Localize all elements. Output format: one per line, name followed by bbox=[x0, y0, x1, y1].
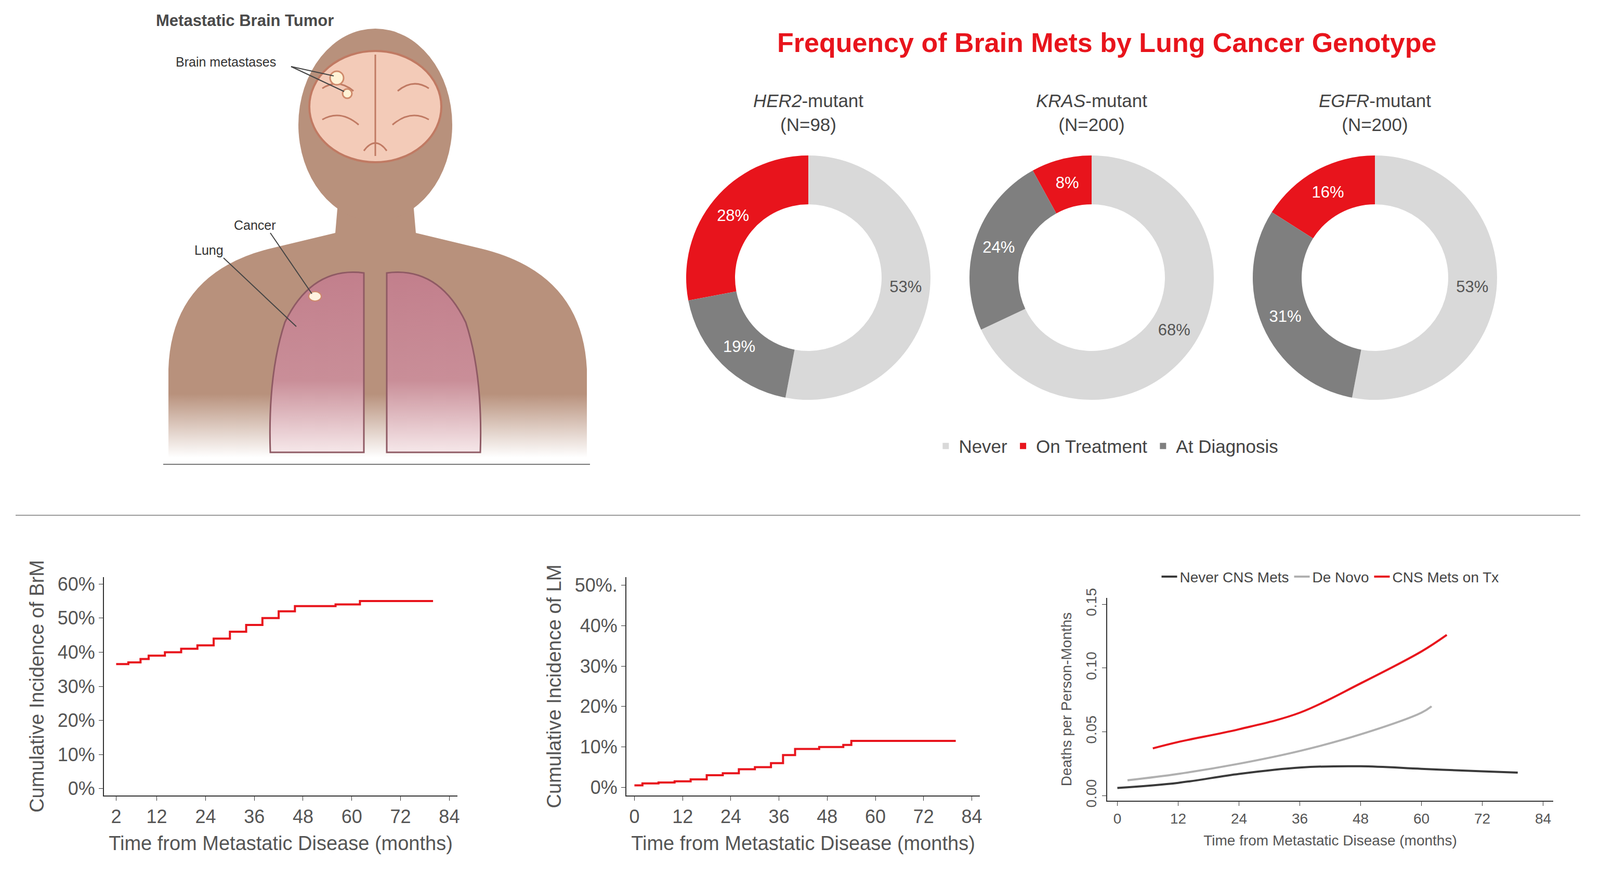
svg-text:48: 48 bbox=[292, 805, 314, 828]
svg-text:20%: 20% bbox=[57, 709, 96, 731]
svg-text:30%: 30% bbox=[57, 675, 96, 698]
svg-text:40%: 40% bbox=[57, 641, 96, 663]
svg-text:48: 48 bbox=[1352, 810, 1369, 827]
svg-text:50%: 50% bbox=[57, 607, 96, 629]
svg-text:72: 72 bbox=[1474, 810, 1491, 827]
svg-text:36: 36 bbox=[768, 805, 790, 828]
svg-text:84: 84 bbox=[1535, 810, 1552, 827]
svg-text:53%: 53% bbox=[889, 277, 922, 296]
svg-text:Time from Metastatic Disease (: Time from Metastatic Disease (months) bbox=[631, 832, 976, 855]
svg-text:12: 12 bbox=[146, 805, 168, 828]
svg-text:Time from Metastatic Disease (: Time from Metastatic Disease (months) bbox=[108, 832, 453, 855]
svg-text:8%: 8% bbox=[1055, 173, 1080, 192]
svg-text:60%: 60% bbox=[57, 573, 96, 595]
svg-text:Time from Metastatic Disease (: Time from Metastatic Disease (months) bbox=[1203, 832, 1458, 849]
svg-text:Metastatic Brain Tumor: Metastatic Brain Tumor bbox=[155, 11, 334, 30]
svg-text:Never CNS Mets: Never CNS Mets bbox=[1179, 569, 1290, 586]
svg-text:16%: 16% bbox=[1311, 182, 1344, 202]
svg-text:31%: 31% bbox=[1268, 307, 1302, 326]
svg-text:KRAS-mutant(N=200): KRAS-mutant(N=200) bbox=[1035, 90, 1148, 135]
svg-text:0: 0 bbox=[628, 805, 640, 828]
svg-text:0.00: 0.00 bbox=[1083, 779, 1100, 808]
svg-text:72: 72 bbox=[913, 805, 935, 828]
svg-text:72: 72 bbox=[390, 805, 412, 828]
svg-text:84: 84 bbox=[438, 805, 460, 828]
svg-text:0: 0 bbox=[1113, 810, 1122, 827]
svg-text:Cumulative Incidence of LM: Cumulative Incidence of LM bbox=[543, 564, 566, 809]
svg-text:10%: 10% bbox=[580, 736, 618, 758]
svg-text:Frequency of Brain Mets by Lun: Frequency of Brain Mets by Lung Cancer G… bbox=[777, 27, 1437, 58]
svg-text:10%: 10% bbox=[57, 743, 96, 766]
svg-text:50%.: 50%. bbox=[574, 574, 618, 596]
svg-text:60: 60 bbox=[1413, 810, 1430, 827]
svg-text:0%: 0% bbox=[68, 777, 96, 799]
svg-text:24: 24 bbox=[720, 805, 742, 828]
svg-text:36: 36 bbox=[243, 805, 265, 828]
svg-text:60: 60 bbox=[864, 805, 886, 828]
svg-text:20%: 20% bbox=[580, 695, 618, 717]
svg-text:Lung: Lung bbox=[194, 242, 224, 258]
svg-text:De Novo: De Novo bbox=[1312, 569, 1370, 586]
svg-text:12: 12 bbox=[672, 805, 693, 828]
svg-text:On Treatment: On Treatment bbox=[1035, 436, 1148, 457]
svg-text:19%: 19% bbox=[723, 337, 756, 356]
svg-text:36: 36 bbox=[1291, 810, 1308, 827]
svg-text:EGFR-mutant(N=200): EGFR-mutant(N=200) bbox=[1318, 90, 1432, 135]
svg-text:24%: 24% bbox=[982, 238, 1015, 257]
svg-text:53%: 53% bbox=[1456, 277, 1489, 296]
svg-text:HER2-mutant(N=98): HER2-mutant(N=98) bbox=[753, 90, 864, 135]
svg-text:0.15: 0.15 bbox=[1083, 587, 1100, 617]
svg-text:48: 48 bbox=[816, 805, 838, 828]
svg-text:68%: 68% bbox=[1158, 320, 1191, 339]
svg-text:28%: 28% bbox=[716, 206, 750, 225]
svg-text:Brain metastases: Brain metastases bbox=[175, 54, 277, 70]
svg-text:24: 24 bbox=[194, 805, 216, 828]
svg-text:2: 2 bbox=[110, 805, 122, 828]
svg-text:0%: 0% bbox=[590, 776, 618, 798]
svg-text:Deaths per Person-Months: Deaths per Person-Months bbox=[1058, 612, 1075, 787]
svg-text:12: 12 bbox=[1170, 810, 1187, 827]
svg-text:Never: Never bbox=[958, 436, 1008, 457]
svg-text:At Diagnosis: At Diagnosis bbox=[1175, 436, 1278, 457]
svg-text:84: 84 bbox=[961, 805, 983, 828]
svg-text:Cumulative Incidence of BrM: Cumulative Incidence of BrM bbox=[25, 559, 48, 813]
svg-text:60: 60 bbox=[341, 805, 363, 828]
svg-text:Cancer: Cancer bbox=[233, 217, 277, 233]
svg-text:30%: 30% bbox=[580, 655, 618, 677]
svg-text:24: 24 bbox=[1230, 810, 1248, 827]
svg-text:CNS Mets on Tx: CNS Mets on Tx bbox=[1392, 569, 1499, 586]
svg-text:0.05: 0.05 bbox=[1083, 715, 1100, 744]
svg-text:40%: 40% bbox=[580, 614, 618, 637]
svg-text:0.10: 0.10 bbox=[1083, 651, 1100, 680]
